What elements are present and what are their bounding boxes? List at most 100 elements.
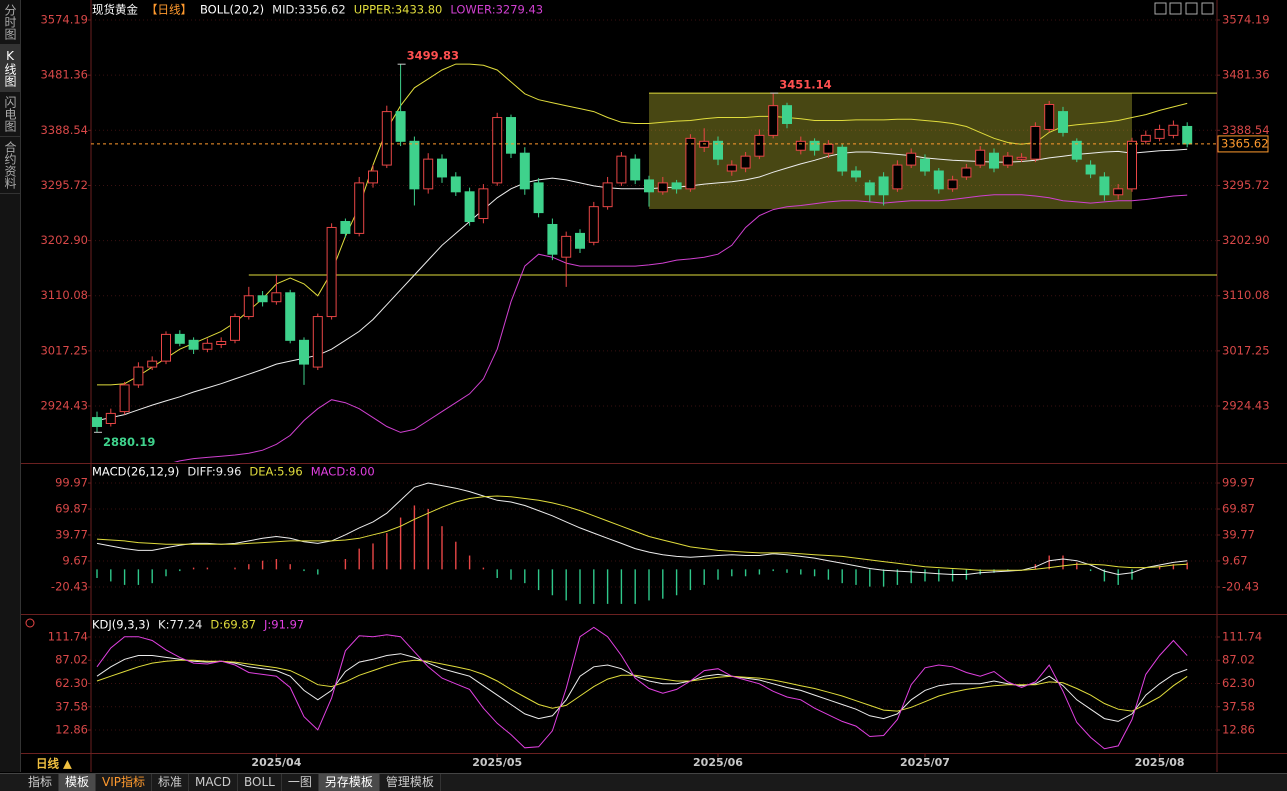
candle-body bbox=[243, 295, 254, 318]
y-tick-label-right: 12.86 bbox=[1222, 723, 1255, 737]
candle-body bbox=[216, 341, 227, 345]
chart-title: KDJ(9,3,3) bbox=[92, 618, 150, 632]
candle-body bbox=[133, 366, 144, 386]
legend-entry: D:69.87 bbox=[210, 618, 256, 632]
candle-body bbox=[989, 152, 999, 169]
icon-grid[interactable] bbox=[1185, 2, 1198, 15]
candle-body bbox=[1085, 164, 1096, 175]
tab[interactable]: 一图 bbox=[282, 774, 319, 791]
icon-zoom[interactable] bbox=[1169, 2, 1182, 15]
candle-body bbox=[795, 140, 806, 151]
candle-body bbox=[368, 170, 378, 184]
candle-body bbox=[437, 158, 447, 178]
candle-body bbox=[782, 105, 792, 124]
candle-body bbox=[1016, 156, 1027, 160]
candle-body bbox=[92, 417, 102, 427]
candle-body bbox=[519, 152, 530, 190]
sidebar-tab[interactable]: K线图 bbox=[0, 45, 20, 92]
indicator-line bbox=[96, 482, 1188, 576]
y-tick-label-right: 37.58 bbox=[1222, 699, 1255, 713]
annotation-label: 3499.83 bbox=[407, 49, 459, 63]
candle-body bbox=[713, 140, 723, 160]
indicator-line bbox=[96, 495, 1188, 571]
candle-body bbox=[1030, 125, 1041, 160]
chart-title: MACD(26,12,9) bbox=[92, 465, 179, 479]
candle-body bbox=[961, 167, 972, 178]
last-price-box bbox=[1217, 135, 1269, 153]
candle-body bbox=[174, 333, 185, 344]
candle-body bbox=[616, 155, 627, 184]
legend-entry: LOWER:3279.43 bbox=[450, 3, 543, 17]
sidebar-tab[interactable]: 分时图 bbox=[0, 0, 20, 45]
candle-body bbox=[1071, 140, 1082, 160]
y-tick-label: 111.74 bbox=[48, 629, 88, 643]
y-tick-label-right: 39.77 bbox=[1222, 528, 1255, 542]
y-tick-label-right: 2924.43 bbox=[1222, 399, 1270, 413]
tab[interactable]: 指标 bbox=[22, 774, 60, 791]
tab[interactable]: 标准 bbox=[152, 774, 190, 791]
candle-body bbox=[188, 339, 199, 350]
candle-body bbox=[561, 235, 572, 258]
candle-body bbox=[257, 295, 268, 303]
tab[interactable]: 管理模板 bbox=[380, 774, 441, 791]
candle-body bbox=[1113, 188, 1124, 196]
y-tick-label-right: -20.43 bbox=[1222, 579, 1259, 593]
period: 【日线】 bbox=[146, 3, 192, 17]
panel bbox=[91, 482, 1217, 604]
candle-body bbox=[1058, 111, 1068, 133]
candle-body bbox=[588, 206, 599, 243]
y-tick-label-right: 3202.90 bbox=[1222, 233, 1270, 247]
candle-body bbox=[271, 292, 282, 303]
candle-body bbox=[975, 149, 986, 166]
candle-body bbox=[423, 158, 434, 190]
tab[interactable]: BOLL bbox=[238, 774, 282, 791]
y-tick-label: 99.97 bbox=[55, 476, 88, 490]
icon-menu[interactable] bbox=[1201, 2, 1214, 15]
candle-body bbox=[851, 170, 861, 178]
tab[interactable]: MACD bbox=[189, 774, 239, 791]
y-tick-label-right: 87.02 bbox=[1222, 653, 1255, 667]
y-tick-label-right: 3017.25 bbox=[1222, 343, 1270, 357]
y-tick-label: 87.02 bbox=[55, 653, 88, 667]
annotation-label: 3451.14 bbox=[779, 78, 831, 92]
tab[interactable]: 模板 bbox=[59, 774, 97, 791]
legend-entry: MID:3356.62 bbox=[272, 3, 346, 17]
kdj-settings-icon[interactable] bbox=[25, 618, 35, 628]
candle-body bbox=[312, 316, 323, 368]
candle-body bbox=[644, 179, 654, 193]
candle-body bbox=[657, 182, 668, 193]
legend-entry: J:91.97 bbox=[263, 618, 304, 632]
candle-body bbox=[230, 316, 240, 341]
candle-body bbox=[478, 188, 489, 220]
icon-crosshair[interactable] bbox=[1154, 2, 1167, 15]
legend-entry: MACD:8.00 bbox=[311, 465, 375, 479]
candle-body bbox=[326, 226, 337, 318]
y-tick-label-right: 3481.36 bbox=[1222, 68, 1270, 82]
candle-body bbox=[768, 105, 779, 136]
x-tick-label: 2025/06 bbox=[693, 756, 743, 769]
boll-line bbox=[97, 63, 1188, 386]
tab[interactable]: 另存模板 bbox=[318, 774, 380, 791]
candle-body bbox=[878, 176, 889, 196]
y-tick-label-right: 3110.08 bbox=[1222, 288, 1270, 302]
candle-body bbox=[381, 111, 392, 166]
candle-body bbox=[740, 155, 751, 169]
sidebar-tab[interactable]: 闪电图 bbox=[0, 92, 20, 137]
candle-body bbox=[547, 223, 558, 255]
period-button[interactable]: 日线 ▲ bbox=[36, 757, 72, 771]
tab-bar: 指标 模板 VIP指标 标准 MACD BOLL 一图 另存模板 管理模板 bbox=[0, 773, 1287, 791]
sidebar-tab[interactable]: 合约资料 bbox=[0, 137, 20, 194]
last-price-label: 3365.62 bbox=[1221, 136, 1269, 150]
sidebar: 分时图 K线图 闪电图 合约资料 bbox=[0, 0, 21, 772]
candle-body bbox=[809, 140, 820, 151]
candle-body bbox=[754, 134, 765, 157]
candle-body bbox=[105, 412, 116, 425]
y-tick-label-right: 62.30 bbox=[1222, 676, 1255, 690]
legend-entry: UPPER:3433.80 bbox=[354, 3, 443, 17]
y-tick-label: 37.58 bbox=[55, 699, 88, 713]
y-tick-label: 3110.08 bbox=[40, 288, 88, 302]
legend-entry: DIFF:9.96 bbox=[187, 465, 241, 479]
y-tick-label: 62.30 bbox=[55, 676, 88, 690]
tab[interactable]: VIP指标 bbox=[96, 774, 153, 791]
